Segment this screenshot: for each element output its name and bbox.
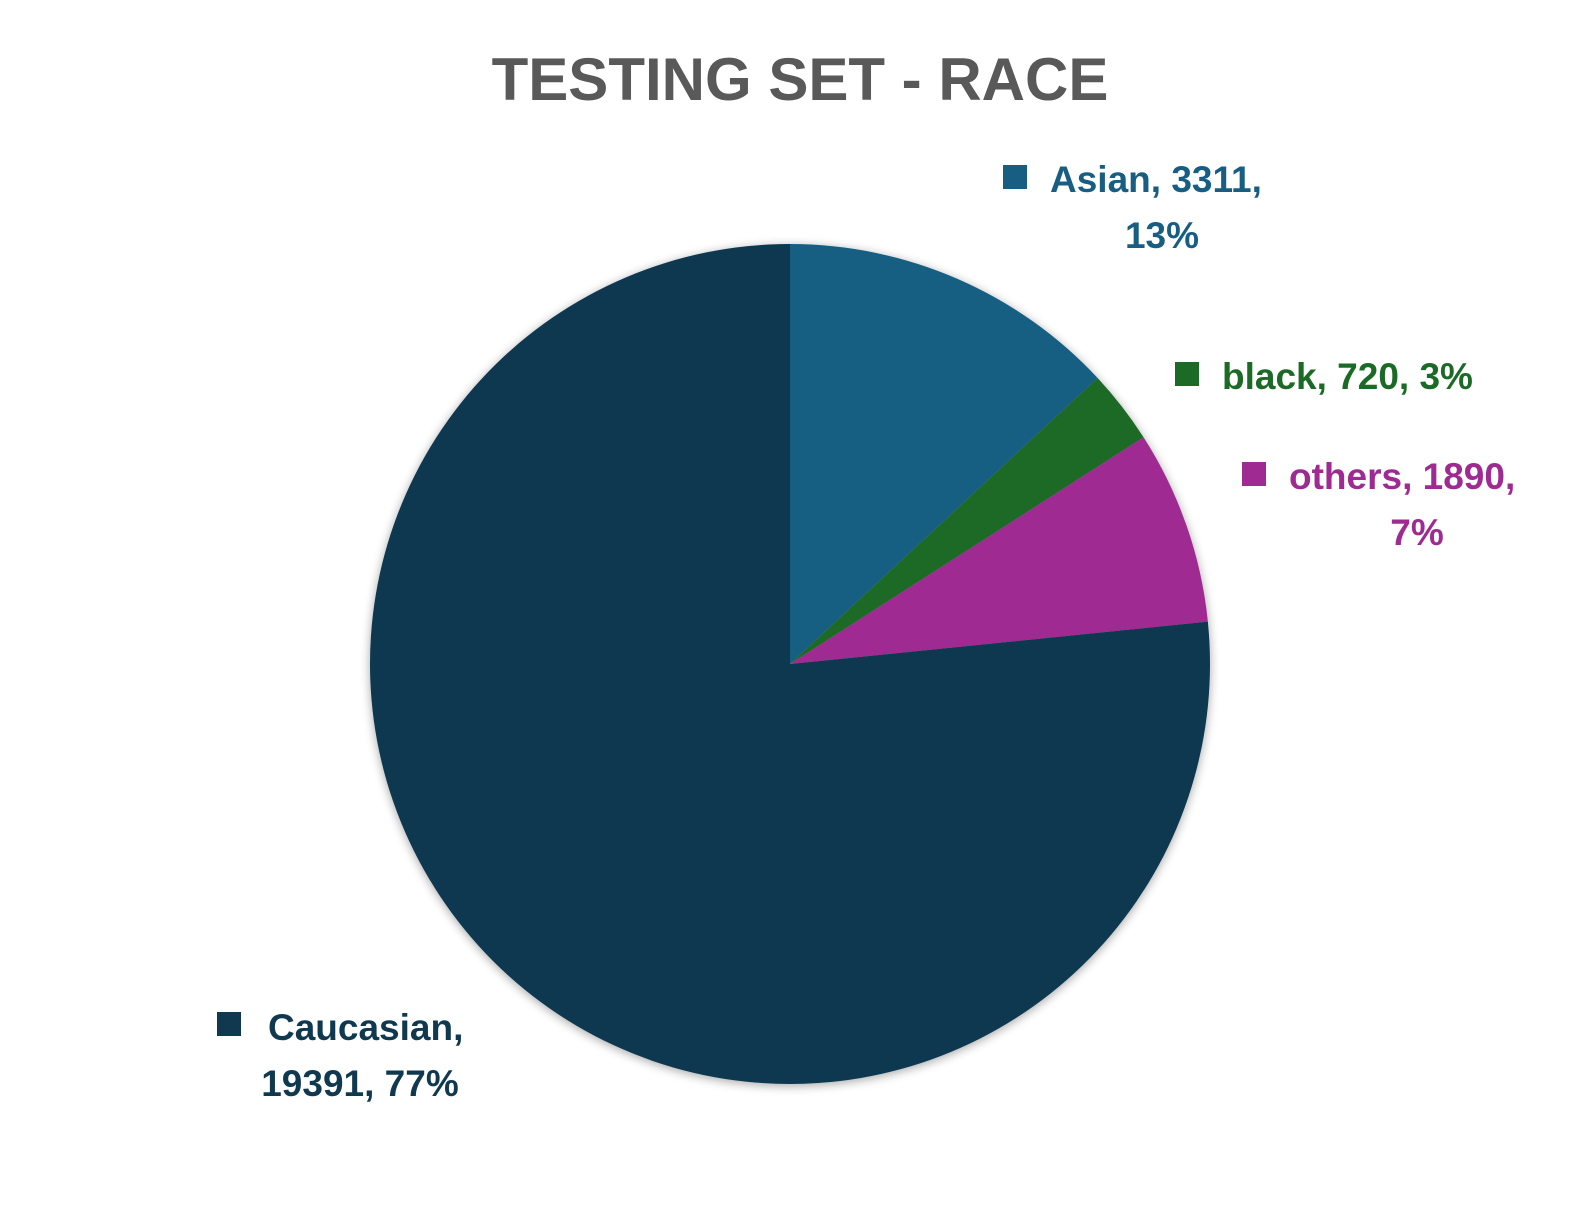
legend-key-black: [1175, 362, 1199, 386]
data-label-text-black-1: black, 720, 3%: [1222, 356, 1473, 397]
legend-key-asian: [1003, 165, 1027, 189]
data-label-text-others-2: 7%: [1390, 512, 1443, 553]
data-label-caucasian: Caucasian, 19391, 77%: [217, 1007, 463, 1104]
data-labels: Asian, 3311, 13% black, 720, 3% others, 189…: [217, 159, 1515, 1104]
data-label-text-others-1: others, 1890,: [1289, 456, 1515, 497]
data-label-others: others, 1890, 7%: [1242, 456, 1515, 553]
pie-slice-black: [790, 378, 1144, 664]
pie-slices: [370, 244, 1210, 1085]
data-label-black: black, 720, 3%: [1175, 356, 1473, 397]
pie-slice-others: [790, 437, 1208, 664]
data-label-text-asian-1: Asian, 3311,: [1050, 159, 1262, 200]
data-label-text-caucasian-1: Caucasian,: [268, 1007, 463, 1048]
pie-slice-asian: [790, 244, 1098, 664]
legend-key-caucasian: [217, 1012, 241, 1036]
chart-title: TESTING SET - RACE: [492, 46, 1109, 113]
data-label-asian: Asian, 3311, 13%: [1003, 159, 1262, 256]
data-label-text-caucasian-2: 19391, 77%: [261, 1063, 459, 1104]
legend-key-others: [1242, 462, 1266, 486]
pie-slice-caucasian: [370, 244, 1210, 1085]
data-label-text-asian-2: 13%: [1125, 215, 1199, 256]
